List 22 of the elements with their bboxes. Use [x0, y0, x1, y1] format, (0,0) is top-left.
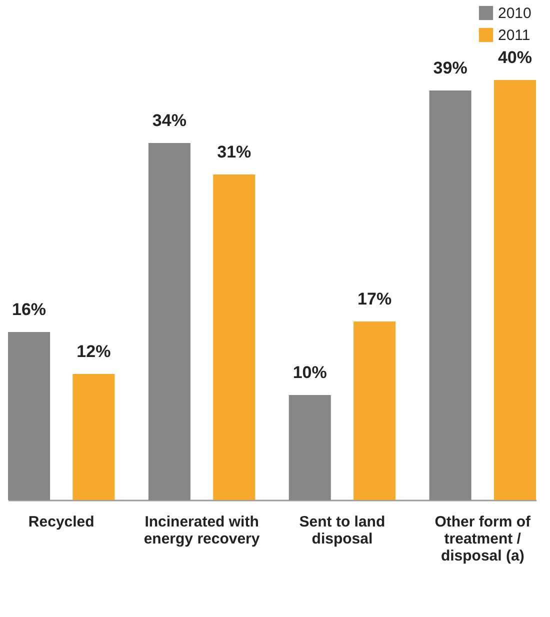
- x-tick-label: Sent to land disposal: [299, 514, 386, 548]
- bar: [288, 395, 331, 500]
- legend-label: 2011: [498, 27, 530, 44]
- x-tick-label: Recycled: [28, 514, 94, 530]
- data-label: 16%: [12, 300, 46, 319]
- bar: [8, 332, 50, 500]
- bar: [494, 80, 536, 500]
- x-tick-label: Other form of treatment / disposal (a): [434, 514, 532, 564]
- data-label: 34%: [152, 111, 186, 130]
- data-label: 17%: [358, 290, 392, 308]
- bar: [354, 322, 396, 500]
- bar: [148, 143, 190, 500]
- data-label: 10%: [292, 363, 327, 382]
- data-label: 39%: [433, 58, 468, 78]
- legend-label: 2010: [498, 5, 532, 22]
- data-label: 40%: [498, 48, 532, 67]
- bar: [429, 90, 472, 500]
- data-label: 12%: [76, 342, 111, 361]
- data-label: 31%: [217, 142, 252, 162]
- bar: [72, 374, 115, 500]
- bar: [213, 174, 256, 500]
- x-tick-label: Incinerated with energy recovery: [144, 514, 260, 548]
